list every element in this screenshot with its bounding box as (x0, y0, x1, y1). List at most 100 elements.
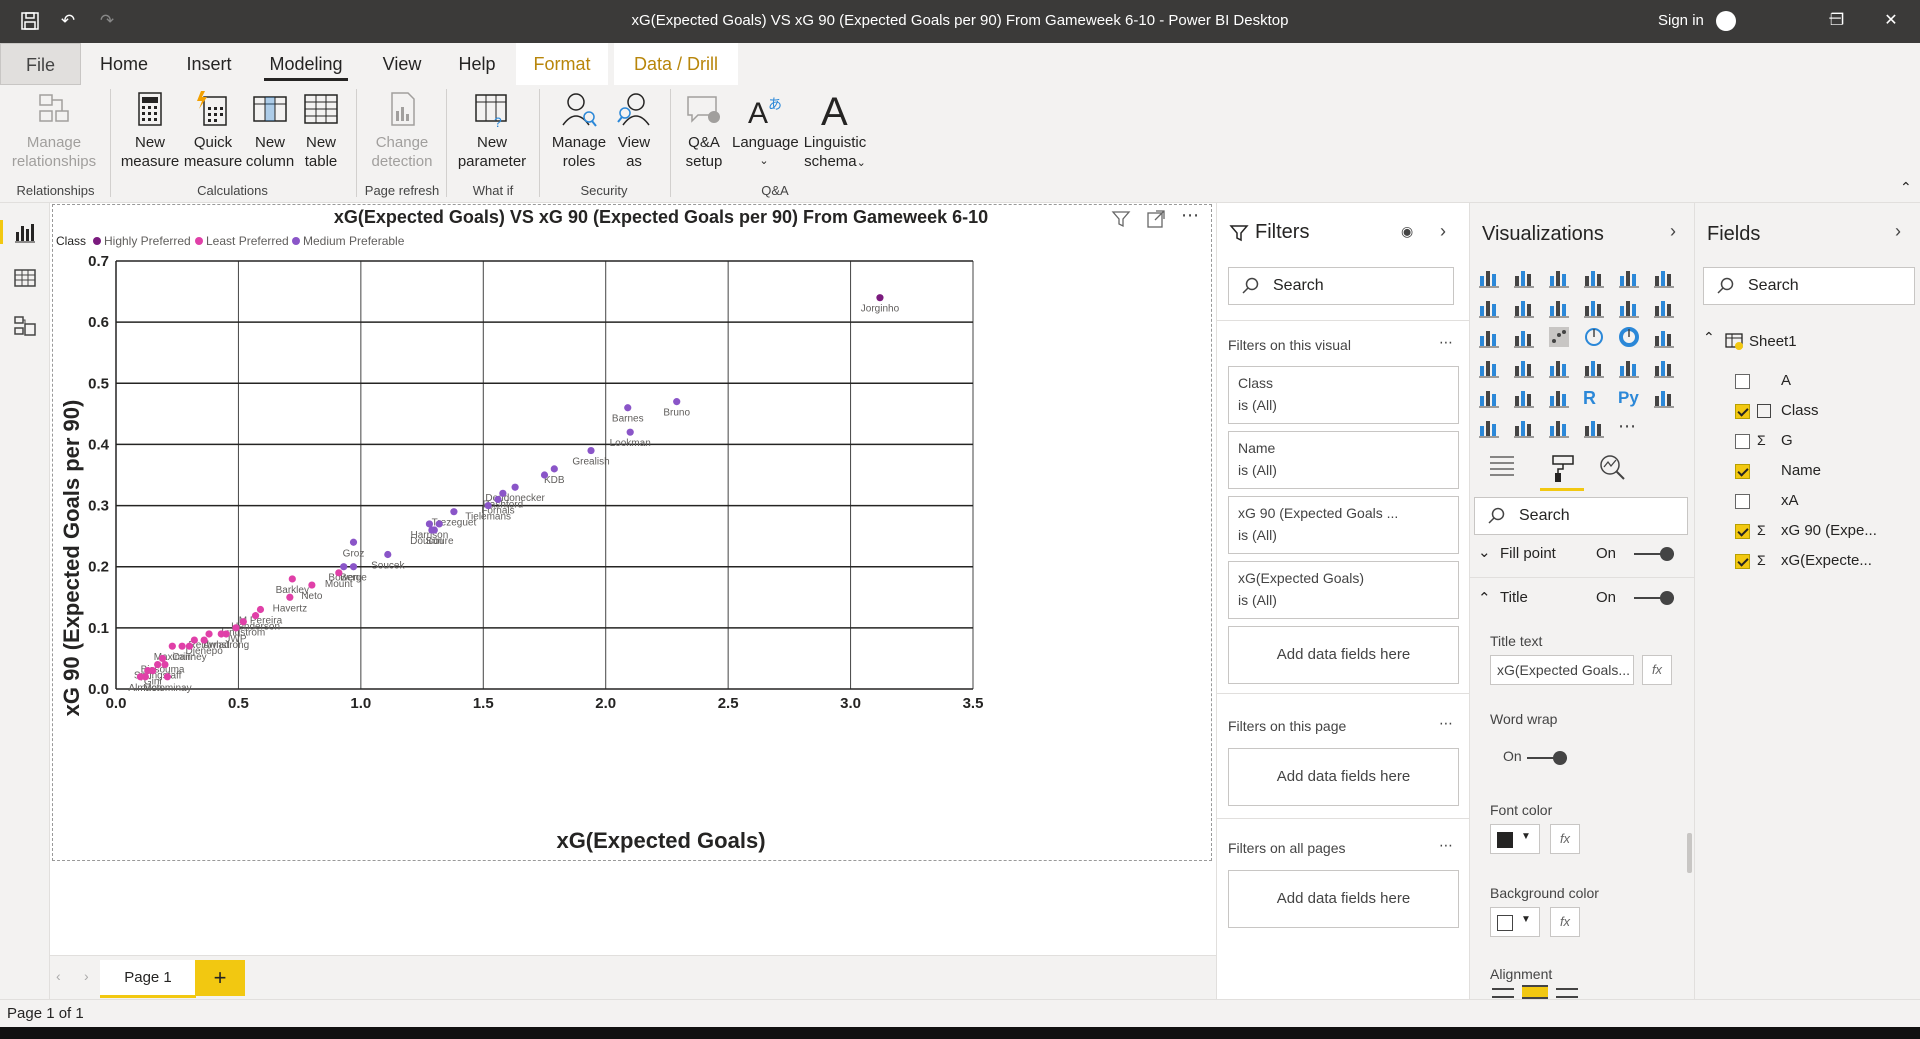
field-checkbox[interactable] (1735, 434, 1750, 449)
new-column-button[interactable]: New column (244, 89, 296, 171)
more-options-icon[interactable]: ⋯ (1439, 715, 1453, 731)
add-page-button[interactable]: + (195, 960, 245, 996)
align-right-button[interactable] (1556, 988, 1578, 998)
stacked-column-visual-icon[interactable] (1513, 266, 1537, 290)
collapse-ribbon-icon[interactable]: ⌃ (1900, 179, 1912, 195)
tab-file[interactable]: File (0, 43, 81, 85)
manage-roles-button[interactable]: Manage roles (548, 89, 610, 171)
model-view-icon[interactable] (13, 314, 37, 338)
field-checkbox[interactable] (1735, 494, 1750, 509)
focus-mode-icon[interactable] (1146, 209, 1166, 229)
close-icon[interactable]: ✕ (1884, 12, 1898, 29)
format-tab[interactable] (1540, 451, 1584, 491)
new-measure-button[interactable]: New measure (120, 89, 180, 171)
add-all-pages-filter-field[interactable]: Add data fields here (1228, 870, 1459, 928)
new-table-button[interactable]: New table (298, 89, 344, 171)
multi-row-card-visual-icon[interactable] (1618, 356, 1642, 380)
view-as-button[interactable]: View as (612, 89, 656, 171)
field-checkbox[interactable] (1735, 404, 1750, 419)
filter-icon[interactable] (1111, 209, 1131, 229)
add-page-filter-field[interactable]: Add data fields here (1228, 748, 1459, 806)
r-visual-visual-icon[interactable]: R (1583, 388, 1596, 408)
collapse-visualizations-icon[interactable]: › (1670, 221, 1676, 241)
field-item[interactable]: Name (1695, 460, 1915, 484)
scatter-visual-icon[interactable] (1548, 326, 1572, 350)
filled-map-visual-icon[interactable] (1513, 356, 1537, 380)
more-visuals-visual-icon[interactable]: ⋯ (1618, 416, 1636, 436)
table-visual-icon[interactable] (1513, 386, 1537, 410)
filters-search-input[interactable]: Search (1228, 267, 1454, 305)
quick-measure-button[interactable]: Quick measure (182, 89, 244, 171)
filter-card-xg90[interactable]: xG 90 (Expected Goals ... is (All) (1228, 496, 1459, 554)
save-icon[interactable] (20, 11, 40, 31)
map-visual-icon[interactable] (1478, 356, 1502, 380)
title-section[interactable]: ⌃ Title On (1478, 587, 1688, 617)
tab-modeling[interactable]: Modeling (264, 43, 348, 85)
collapse-filters-icon[interactable]: › (1440, 221, 1446, 241)
report-view-icon[interactable] (13, 220, 37, 244)
fields-search-input[interactable]: Search (1703, 267, 1915, 305)
slicer-visual-icon[interactable] (1478, 386, 1502, 410)
tab-format[interactable]: Format (516, 43, 608, 85)
tab-home[interactable]: Home (99, 54, 148, 74)
tab-data-drill[interactable]: Data / Drill (614, 43, 738, 85)
filter-card-class[interactable]: Class is (All) (1228, 366, 1459, 424)
scatter-visual[interactable]: xG(Expected Goals) VS xG 90 (Expected Go… (52, 204, 1212, 861)
collapse-fields-icon[interactable]: › (1895, 221, 1901, 241)
tab-help[interactable]: Help (458, 54, 496, 74)
100-bar-visual-icon[interactable] (1618, 266, 1642, 290)
minimize-icon[interactable]: ─ (1829, 10, 1841, 27)
fx-button[interactable]: fx (1550, 907, 1580, 937)
avatar[interactable] (1716, 11, 1736, 31)
field-checkbox[interactable] (1735, 524, 1750, 539)
filter-card-xg[interactable]: xG(Expected Goals) is (All) (1228, 561, 1459, 619)
power-apps-visual-icon[interactable] (1583, 416, 1607, 440)
chevron-left-icon[interactable]: ‹ (56, 968, 61, 984)
field-item[interactable]: Class (1695, 400, 1915, 424)
filter-card-name-field[interactable]: Name is (All) (1228, 431, 1459, 489)
field-item[interactable]: A (1695, 370, 1915, 394)
card-visual-icon[interactable] (1583, 356, 1607, 380)
maximize-icon[interactable]: ❐ (1829, 12, 1845, 29)
waterfall-visual-icon[interactable] (1478, 326, 1502, 350)
matrix-visual-icon[interactable] (1548, 386, 1572, 410)
stacked-bar-visual-icon[interactable] (1478, 266, 1502, 290)
sign-in-link[interactable]: Sign in (1658, 12, 1704, 29)
linguistic-schema-button[interactable]: A Linguistic schema⌄ (798, 89, 872, 173)
format-search-input[interactable]: Search (1474, 497, 1688, 535)
pie-visual-icon[interactable] (1583, 326, 1607, 350)
redo-icon[interactable]: ↷ (99, 11, 115, 30)
tab-insert[interactable]: Insert (186, 54, 232, 74)
qa-setup-button[interactable]: Q&A setup (678, 89, 730, 171)
manage-relationships-button[interactable]: Manage relationships (8, 89, 100, 171)
new-parameter-button[interactable]: ? New parameter (452, 89, 532, 171)
tab-view[interactable]: View (382, 54, 422, 74)
table-sheet1[interactable]: ⌃ Sheet1 (1703, 329, 1913, 355)
key-influencers-visual-icon[interactable] (1653, 386, 1677, 410)
gauge-visual-icon[interactable] (1548, 356, 1572, 380)
fill-point-section[interactable]: ⌄ Fill point On (1478, 543, 1688, 573)
python-visual-visual-icon[interactable]: Py (1618, 388, 1639, 407)
fx-button[interactable]: fx (1550, 824, 1580, 854)
page-tab[interactable]: Page 1 (100, 960, 196, 998)
more-options-icon[interactable]: ⋯ (1181, 205, 1199, 225)
more-options-icon[interactable]: ⋯ (1439, 837, 1453, 853)
title-toggle[interactable] (1634, 591, 1674, 605)
undo-icon[interactable]: ↶ (60, 11, 76, 30)
kpi-visual-icon[interactable] (1653, 356, 1677, 380)
fx-button[interactable]: fx (1642, 655, 1672, 685)
analytics-tab[interactable] (1598, 453, 1628, 481)
line-column-visual-icon[interactable] (1583, 296, 1607, 320)
field-item[interactable]: xA (1695, 490, 1915, 514)
clustered-bar-visual-icon[interactable] (1548, 266, 1572, 290)
area-visual-icon[interactable] (1513, 296, 1537, 320)
scrollbar[interactable] (1687, 833, 1692, 873)
field-checkbox[interactable] (1735, 554, 1750, 569)
stacked-area-visual-icon[interactable] (1548, 296, 1572, 320)
line-clustered-column-visual-icon[interactable] (1618, 296, 1642, 320)
donut-visual-icon[interactable] (1618, 326, 1642, 350)
